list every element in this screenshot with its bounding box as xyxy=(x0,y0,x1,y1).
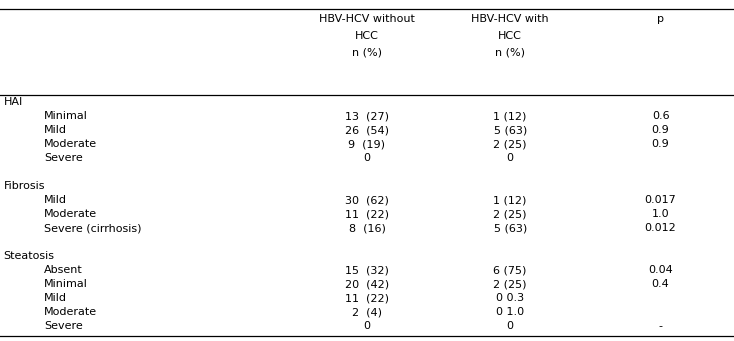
Text: HBV-HCV with: HBV-HCV with xyxy=(471,14,549,24)
Text: 5 (63): 5 (63) xyxy=(493,125,527,135)
Text: 2 (25): 2 (25) xyxy=(493,139,527,149)
Text: 11  (22): 11 (22) xyxy=(345,293,389,303)
Text: Moderate: Moderate xyxy=(44,209,97,219)
Text: 5 (63): 5 (63) xyxy=(493,223,527,233)
Text: 0.04: 0.04 xyxy=(648,265,673,275)
Text: 1 (12): 1 (12) xyxy=(493,195,527,205)
Text: 0.017: 0.017 xyxy=(644,195,677,205)
Text: 11  (22): 11 (22) xyxy=(345,209,389,219)
Text: 0.9: 0.9 xyxy=(652,139,669,149)
Text: Moderate: Moderate xyxy=(44,307,97,317)
Text: 0.4: 0.4 xyxy=(652,279,669,289)
Text: 9  (19): 9 (19) xyxy=(349,139,385,149)
Text: HBV-HCV without: HBV-HCV without xyxy=(319,14,415,24)
Text: Mild: Mild xyxy=(44,125,67,135)
Text: Severe: Severe xyxy=(44,153,83,163)
Text: n (%): n (%) xyxy=(352,48,382,58)
Text: 0.6: 0.6 xyxy=(652,111,669,121)
Text: -: - xyxy=(658,321,663,331)
Text: 20  (42): 20 (42) xyxy=(345,279,389,289)
Text: Moderate: Moderate xyxy=(44,139,97,149)
Text: Minimal: Minimal xyxy=(44,111,88,121)
Text: 0: 0 xyxy=(363,321,371,331)
Text: Severe (cirrhosis): Severe (cirrhosis) xyxy=(44,223,142,233)
Text: 0: 0 xyxy=(363,153,371,163)
Text: 2 (25): 2 (25) xyxy=(493,279,527,289)
Text: 0.012: 0.012 xyxy=(644,223,677,233)
Text: 1 (12): 1 (12) xyxy=(493,111,527,121)
Text: Minimal: Minimal xyxy=(44,279,88,289)
Text: Mild: Mild xyxy=(44,195,67,205)
Text: 8  (16): 8 (16) xyxy=(349,223,385,233)
Text: Mild: Mild xyxy=(44,293,67,303)
Text: 1.0: 1.0 xyxy=(652,209,669,219)
Text: 0: 0 xyxy=(506,153,514,163)
Text: HCC: HCC xyxy=(355,31,379,41)
Text: 13  (27): 13 (27) xyxy=(345,111,389,121)
Text: 0: 0 xyxy=(506,321,514,331)
Text: Absent: Absent xyxy=(44,265,83,275)
Text: 2 (25): 2 (25) xyxy=(493,209,527,219)
Text: Severe: Severe xyxy=(44,321,83,331)
Text: HCC: HCC xyxy=(498,31,522,41)
Text: 0 1.0: 0 1.0 xyxy=(496,307,524,317)
Text: 0.9: 0.9 xyxy=(652,125,669,135)
Text: 6 (75): 6 (75) xyxy=(493,265,527,275)
Text: 15  (32): 15 (32) xyxy=(345,265,389,275)
Text: 2  (4): 2 (4) xyxy=(352,307,382,317)
Text: 0 0.3: 0 0.3 xyxy=(496,293,524,303)
Text: n (%): n (%) xyxy=(495,48,525,58)
Text: 30  (62): 30 (62) xyxy=(345,195,389,205)
Text: 26  (54): 26 (54) xyxy=(345,125,389,135)
Text: p: p xyxy=(657,14,664,24)
Text: Steatosis: Steatosis xyxy=(4,251,54,261)
Text: HAI: HAI xyxy=(4,97,23,107)
Text: Fibrosis: Fibrosis xyxy=(4,181,46,191)
